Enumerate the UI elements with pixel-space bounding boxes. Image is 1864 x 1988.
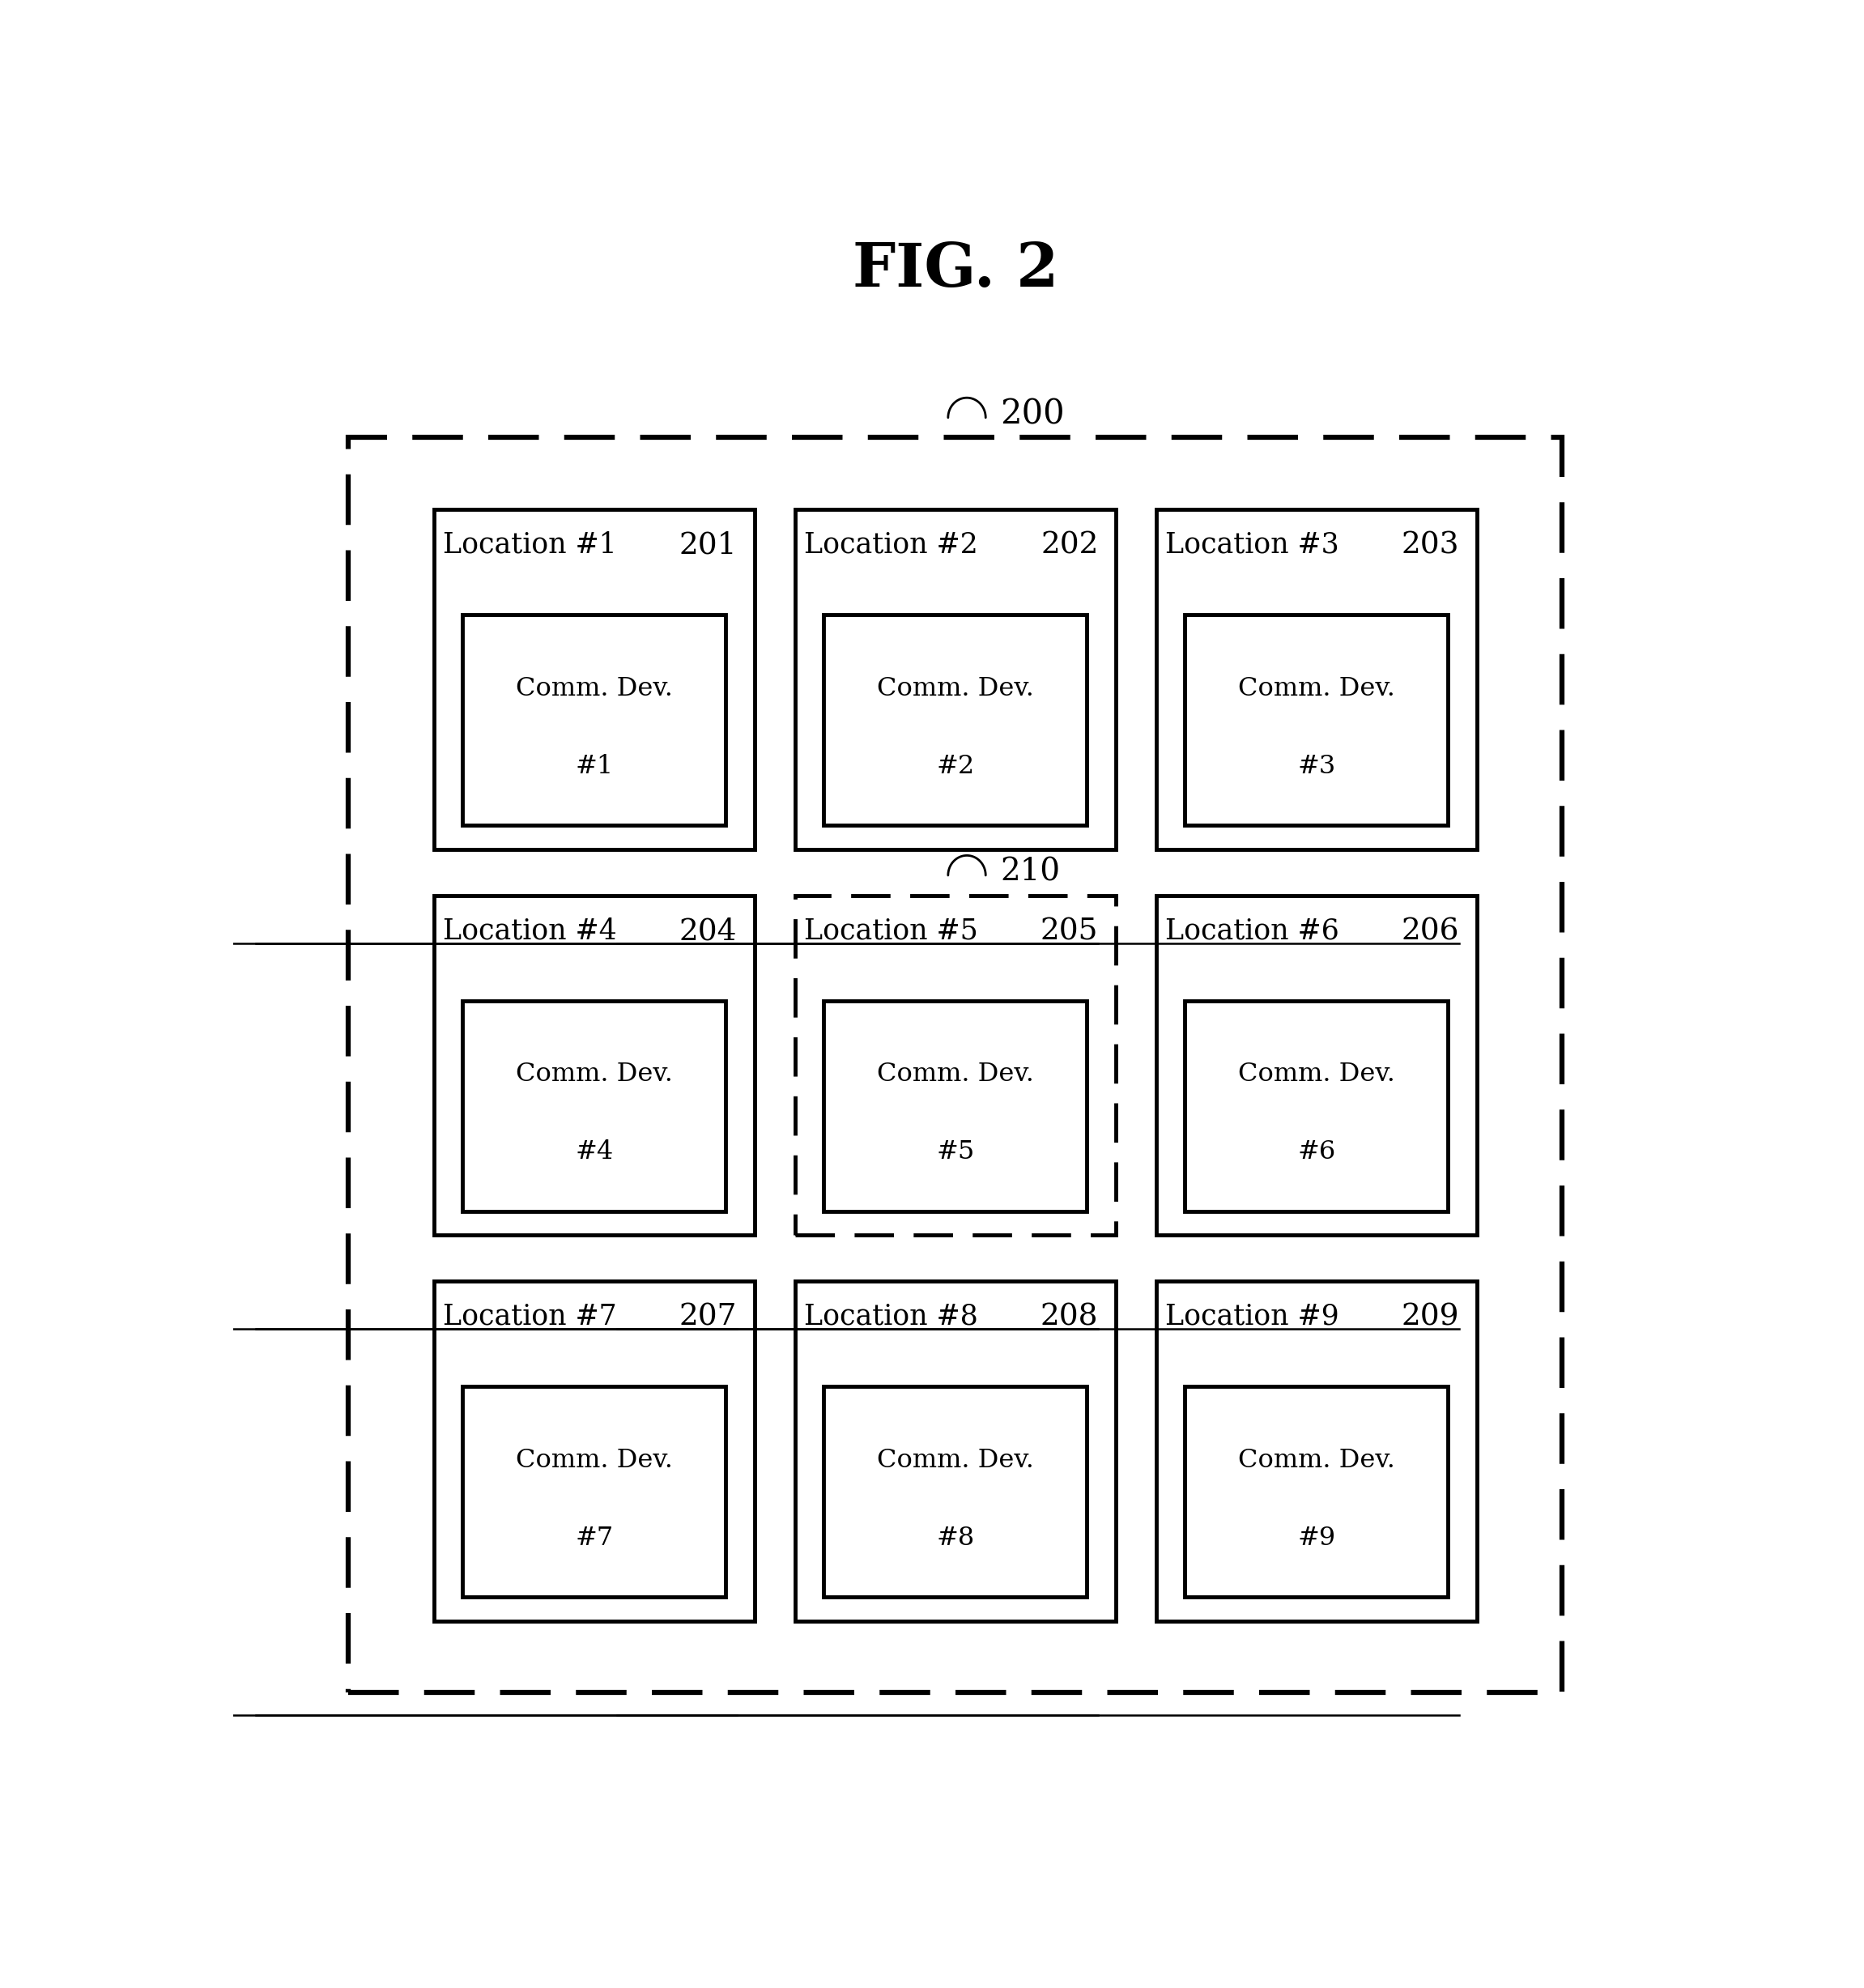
Text: Comm. Dev.: Comm. Dev.	[516, 676, 673, 702]
Bar	[824, 614, 1087, 825]
Text: 200: 200	[1001, 398, 1064, 431]
Text: 210: 210	[1001, 857, 1061, 887]
Text: 208: 208	[1040, 1302, 1098, 1332]
Bar	[462, 1386, 725, 1596]
Bar	[1186, 1386, 1448, 1596]
Text: Location #7: Location #7	[444, 1302, 617, 1330]
Text: Location #9: Location #9	[1165, 1302, 1338, 1330]
Text: #5: #5	[936, 1139, 975, 1165]
Bar	[462, 614, 725, 825]
Bar	[1156, 509, 1476, 849]
Bar	[462, 1000, 725, 1211]
Text: #9: #9	[1297, 1525, 1335, 1551]
Text: #8: #8	[936, 1525, 975, 1551]
Text: Location #3: Location #3	[1165, 531, 1338, 559]
Bar	[1156, 895, 1476, 1235]
Text: Comm. Dev.: Comm. Dev.	[1238, 1062, 1394, 1087]
Text: FIG. 2: FIG. 2	[852, 241, 1059, 300]
Bar	[1186, 614, 1448, 825]
Bar	[794, 1280, 1117, 1620]
Bar	[349, 437, 1562, 1694]
Bar	[434, 895, 755, 1235]
Bar	[824, 1386, 1087, 1596]
Text: Location #6: Location #6	[1165, 916, 1340, 944]
Text: 201: 201	[678, 531, 736, 561]
Bar	[824, 1000, 1087, 1211]
Text: Location #8: Location #8	[803, 1302, 979, 1330]
Text: Comm. Dev.: Comm. Dev.	[876, 1062, 1035, 1087]
Text: Comm. Dev.: Comm. Dev.	[516, 1447, 673, 1473]
Text: #4: #4	[574, 1139, 613, 1165]
Text: Comm. Dev.: Comm. Dev.	[1238, 676, 1394, 702]
Text: 202: 202	[1040, 531, 1098, 561]
Text: 205: 205	[1040, 916, 1098, 946]
Text: #2: #2	[936, 753, 975, 779]
Text: Comm. Dev.: Comm. Dev.	[876, 676, 1035, 702]
Text: Location #1: Location #1	[444, 531, 617, 559]
Text: 207: 207	[678, 1302, 736, 1332]
Text: 206: 206	[1402, 916, 1460, 946]
Bar	[434, 1280, 755, 1620]
Text: 203: 203	[1402, 531, 1460, 561]
Text: Comm. Dev.: Comm. Dev.	[516, 1062, 673, 1087]
Text: Location #2: Location #2	[803, 531, 979, 559]
Text: #7: #7	[574, 1525, 613, 1551]
Text: Location #5: Location #5	[803, 916, 979, 944]
Bar	[794, 895, 1117, 1235]
Text: #6: #6	[1297, 1139, 1336, 1165]
Text: #3: #3	[1297, 753, 1336, 779]
Bar	[794, 509, 1117, 849]
Bar	[1186, 1000, 1448, 1211]
Bar	[1156, 1280, 1476, 1620]
Text: Comm. Dev.: Comm. Dev.	[876, 1447, 1035, 1473]
Text: 209: 209	[1402, 1302, 1460, 1332]
Text: Location #4: Location #4	[444, 916, 617, 944]
Text: Comm. Dev.: Comm. Dev.	[1238, 1447, 1394, 1473]
Bar	[434, 509, 755, 849]
Text: 204: 204	[678, 916, 736, 946]
Text: #1: #1	[576, 753, 613, 779]
